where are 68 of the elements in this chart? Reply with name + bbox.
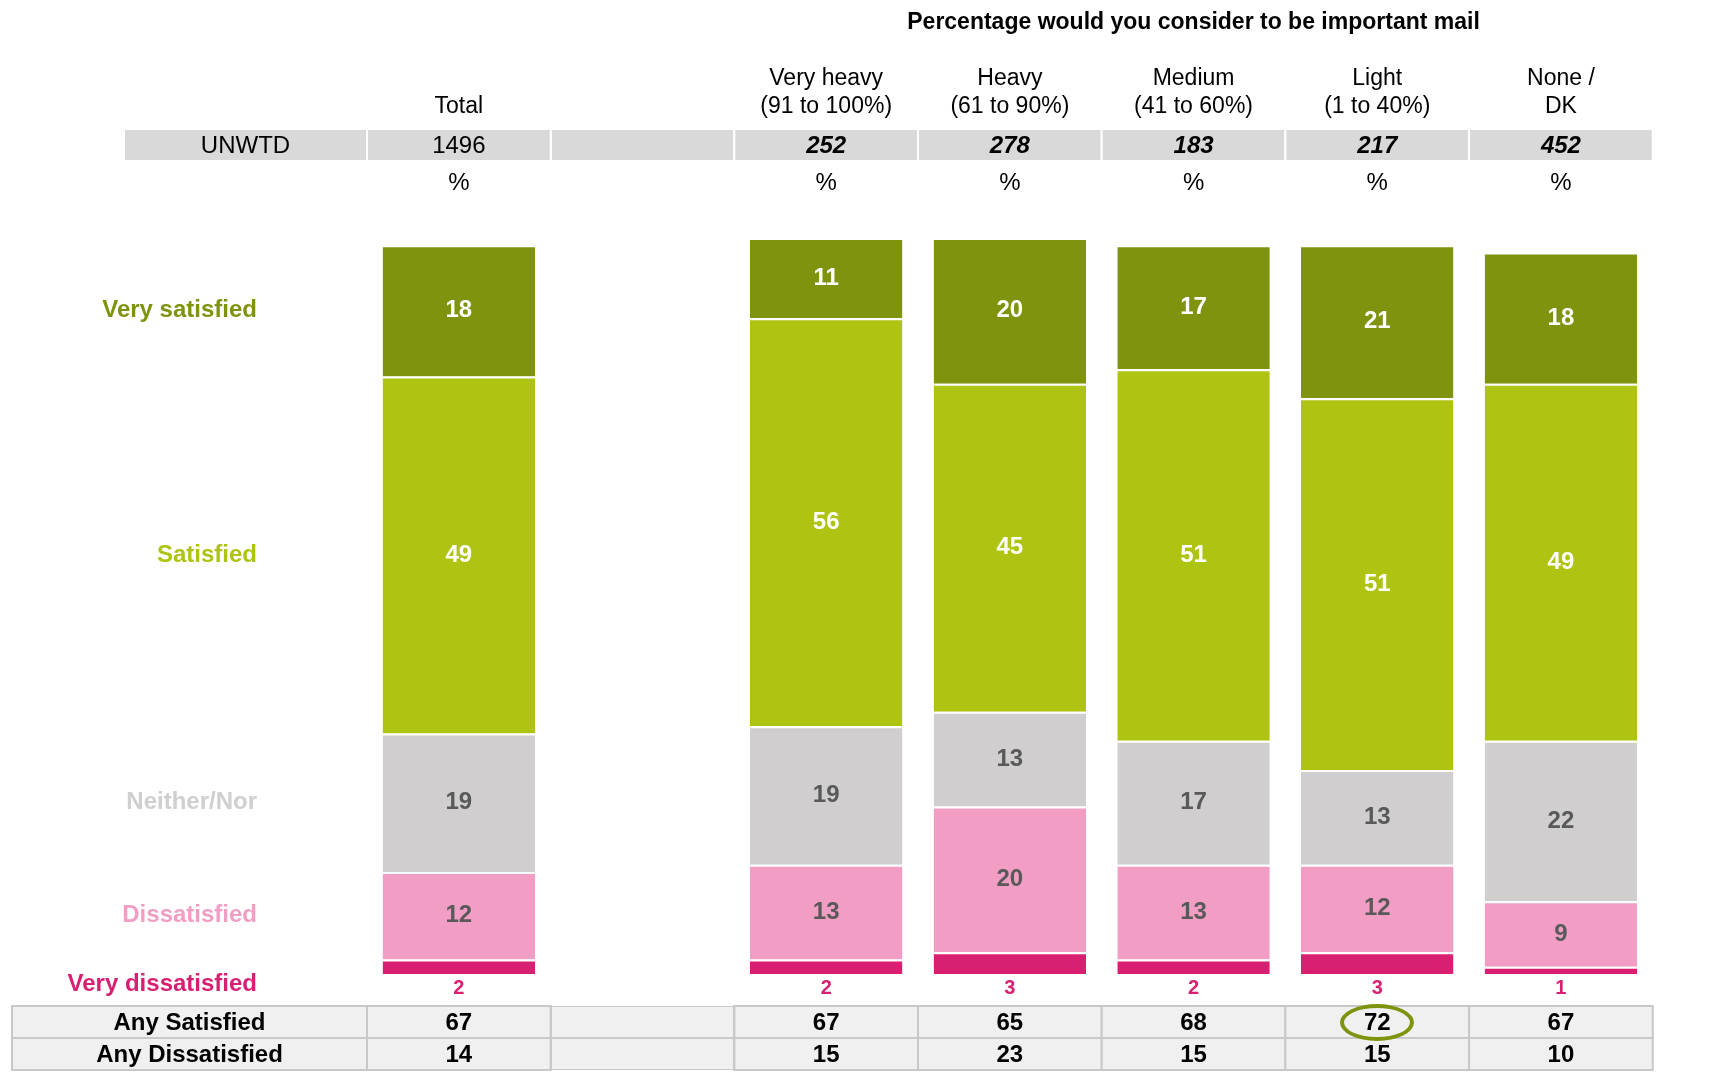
chart-subtitle: Percentage would you consider to be important mail (906, 8, 1481, 35)
x-tick-label: None / DK (1527, 63, 1596, 118)
text: 67 (1547, 1007, 1575, 1035)
data-label: 22 (1547, 805, 1575, 833)
text: % (1182, 167, 1205, 195)
data-label: 19 (445, 787, 473, 815)
data-label: 13 (1363, 801, 1391, 829)
text: Satisfied (156, 539, 257, 567)
data-label: 2 (820, 975, 832, 998)
text: 452 (1539, 130, 1582, 158)
text: 252 (805, 130, 847, 158)
x-tick-label: Total (434, 91, 484, 118)
data-label: 2 (1187, 975, 1200, 998)
data-label: 18 (445, 295, 473, 323)
text: 67 (445, 1007, 473, 1035)
data-label: 17 (1180, 291, 1207, 319)
data-label: 51 (1180, 539, 1207, 567)
data-label: 13 (996, 743, 1024, 771)
data-label: 56 (812, 506, 840, 534)
data-label: 20 (996, 863, 1024, 891)
data-label: 3 (1004, 975, 1016, 998)
data-label: 9 (1554, 918, 1568, 946)
text: 65 (996, 1007, 1024, 1035)
text: % (999, 167, 1021, 195)
data-label: 12 (445, 900, 473, 928)
data-label: 21 (1363, 306, 1391, 334)
text: Any Dissatisfied (96, 1039, 283, 1067)
text: UNWTD (200, 130, 291, 158)
data-label: 2 (453, 975, 465, 998)
data-label: 13 (812, 896, 840, 924)
data-label: 3 (1371, 975, 1383, 998)
text: 1496 (432, 130, 486, 158)
data-label: 51 (1363, 568, 1391, 596)
text: 14 (445, 1039, 473, 1067)
data-label: 13 (1180, 896, 1207, 924)
data-label: 49 (445, 539, 473, 567)
text: Very satisfied (102, 295, 257, 323)
data-label: 19 (812, 780, 840, 808)
data-label: 18 (1547, 302, 1575, 330)
data-label: 17 (1180, 787, 1207, 815)
text: 217 (1356, 130, 1399, 158)
x-tick-label: Light (1 to 40%) (1324, 63, 1431, 118)
data-label: 1 (1555, 975, 1567, 998)
text: Any Satisfied (113, 1007, 266, 1035)
data-label: 49 (1547, 546, 1575, 574)
text: 183 (1173, 130, 1215, 158)
data-label: 45 (996, 532, 1024, 560)
data-label: 12 (1363, 893, 1391, 921)
text: 15 (1180, 1039, 1207, 1067)
text: % (815, 167, 837, 195)
text: % (448, 167, 470, 195)
text: 278 (988, 130, 1031, 158)
text: Very dissatisfied (67, 968, 257, 996)
text: 23 (996, 1039, 1024, 1067)
text: 72 (1363, 1007, 1391, 1035)
text: % (1366, 167, 1388, 195)
text: 15 (812, 1039, 840, 1067)
data-label: 20 (996, 295, 1024, 323)
text: % (1550, 167, 1572, 195)
x-tick-label: Medium (41 to 60%) (1134, 63, 1253, 118)
text: 15 (1363, 1039, 1391, 1067)
data-label: 11 (813, 262, 839, 290)
text: 67 (812, 1007, 840, 1035)
text: 10 (1547, 1039, 1575, 1067)
x-tick-label: Heavy (61 to 90%) (950, 63, 1070, 118)
text: Dissatisfied (122, 900, 257, 928)
x-tick-label: Very heavy (91 to 100%) (760, 63, 893, 118)
text: 68 (1180, 1007, 1207, 1035)
